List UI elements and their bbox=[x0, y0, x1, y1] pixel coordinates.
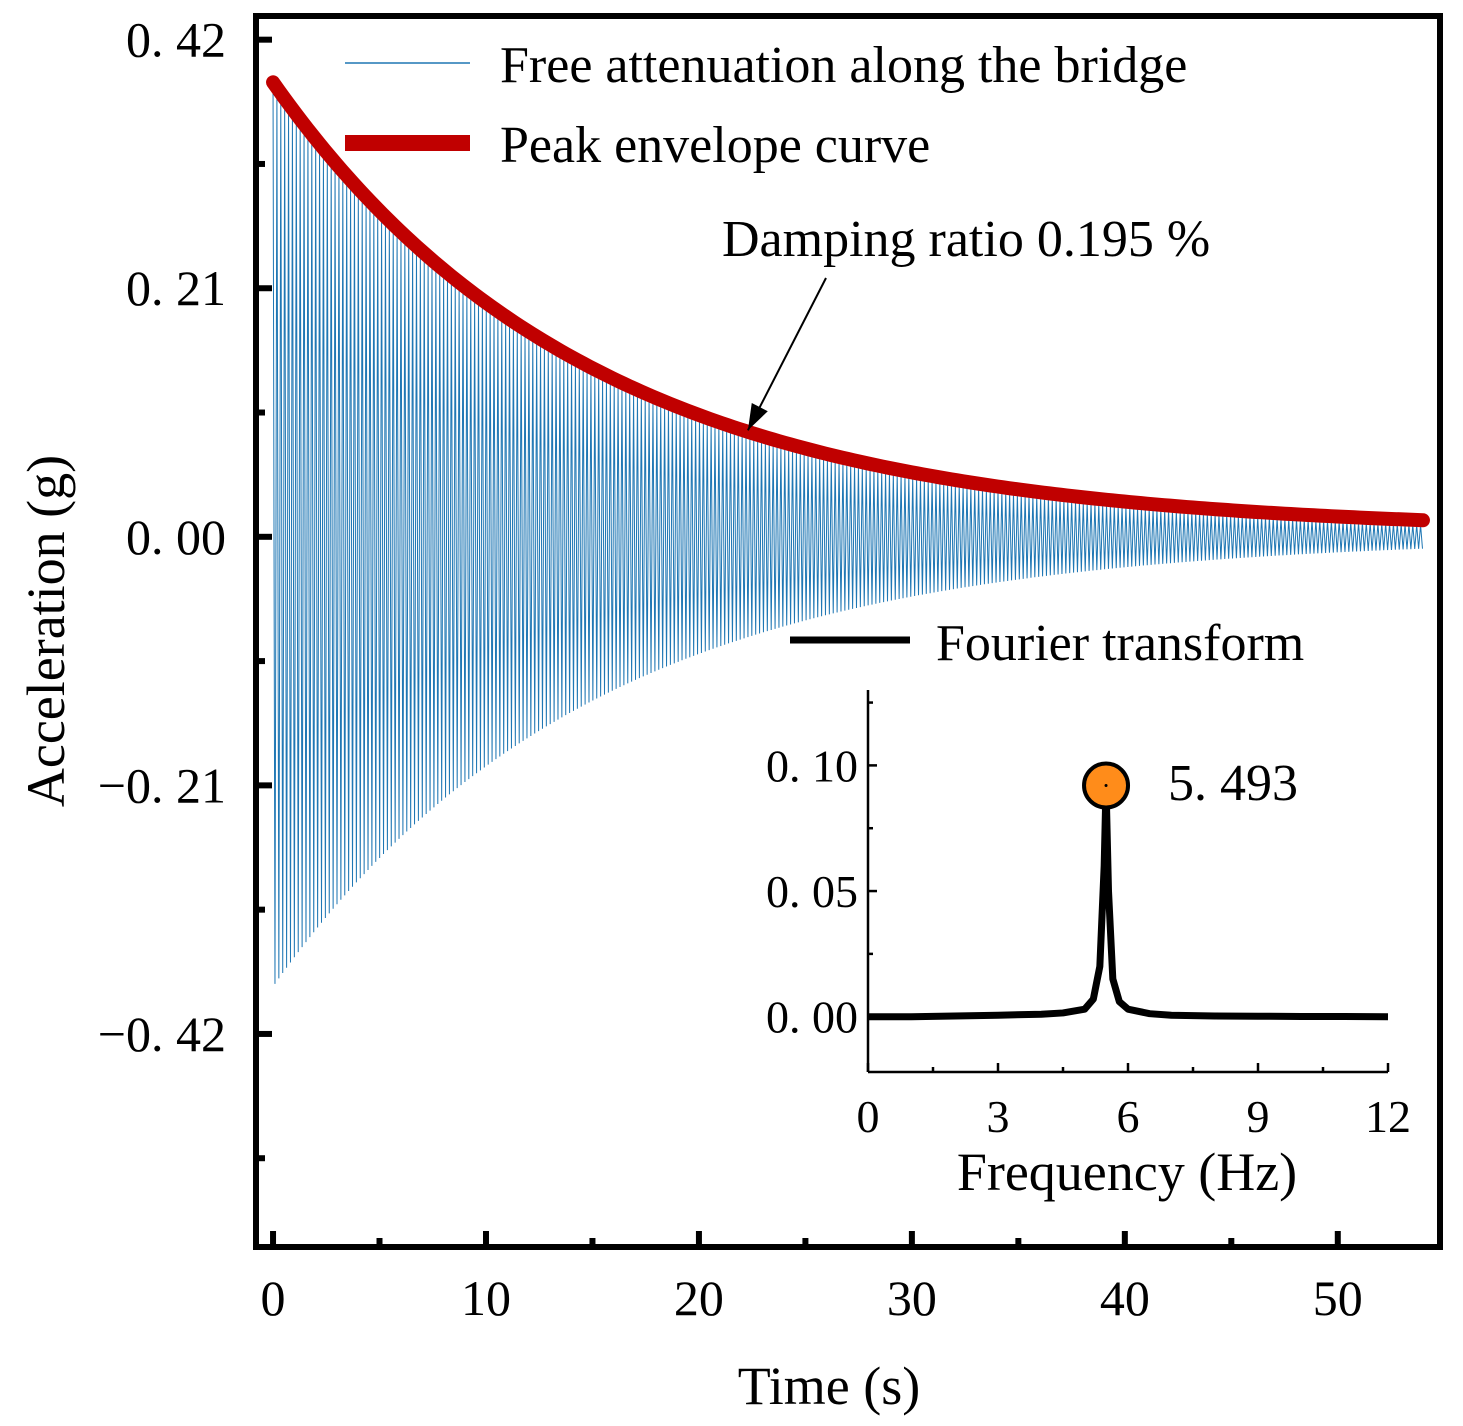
x-tick-label: 30 bbox=[887, 1270, 937, 1326]
y-tick-label: 0. 00 bbox=[126, 509, 226, 565]
envelope-point bbox=[485, 304, 487, 306]
inset-y-tick-label: 0. 00 bbox=[766, 992, 858, 1043]
envelope-point bbox=[272, 79, 274, 81]
inset-y-tick-label: 0. 10 bbox=[766, 740, 858, 791]
inset-x-axis-title: Frequency (Hz) bbox=[957, 1142, 1297, 1202]
legend-label-peak-envelope: Peak envelope curve bbox=[500, 117, 930, 174]
damping-annotation: Damping ratio 0.195 % bbox=[722, 211, 1210, 431]
inset-x-tick-label: 6 bbox=[1117, 1091, 1140, 1142]
inset-x-tick-label: 9 bbox=[1247, 1091, 1270, 1142]
y-tick-label: 0. 42 bbox=[126, 12, 226, 68]
inset-peak-marker-group bbox=[1082, 761, 1131, 810]
legend-label-free-attenuation: Free attenuation along the bridge bbox=[500, 37, 1187, 94]
y-tick-label: −0. 42 bbox=[98, 1006, 226, 1062]
x-tick-label: 10 bbox=[461, 1270, 511, 1326]
damping-annotation-arrow-head bbox=[747, 403, 768, 431]
fourier-transform-line bbox=[868, 782, 1389, 1021]
envelope-point bbox=[911, 473, 913, 475]
x-tick-label: 20 bbox=[674, 1270, 724, 1326]
x-tick-label: 0 bbox=[261, 1270, 286, 1326]
inset-axes: 0 3 6 9 12 0. 00 0. 05 0. 10 bbox=[766, 690, 1411, 1142]
main-legend: Free attenuation along the bridge Peak e… bbox=[345, 37, 1187, 174]
main-x-axis-title: Time (s) bbox=[738, 1356, 921, 1416]
envelope-point bbox=[591, 370, 593, 372]
inset-fourier-series bbox=[868, 782, 1389, 1021]
y-tick-label: 0. 21 bbox=[126, 260, 226, 316]
main-y-axis-title: Acceleration (g) bbox=[16, 455, 76, 807]
envelope-point bbox=[1230, 510, 1232, 512]
damping-ratio-label: Damping ratio 0.195 % bbox=[722, 211, 1210, 268]
inset-y-tick-label: 0. 05 bbox=[766, 866, 858, 917]
x-tick-label: 40 bbox=[1100, 1270, 1150, 1326]
envelope-point bbox=[1422, 519, 1424, 521]
inset-peak-label: 5. 493 bbox=[1168, 755, 1298, 812]
main-axes: 0 10 20 30 40 500. 420. 210. 00−0. 21−0. 42 bbox=[98, 12, 1363, 1326]
peak-marker-center bbox=[1104, 784, 1108, 787]
envelope-point bbox=[804, 449, 806, 451]
main-oscillation-series bbox=[272, 87, 1423, 984]
free-attenuation-line bbox=[272, 87, 1423, 984]
y-tick-label: −0. 21 bbox=[98, 757, 226, 813]
envelope-point bbox=[698, 416, 700, 418]
main-plot-frame bbox=[253, 13, 1443, 1250]
envelope-point bbox=[1124, 501, 1126, 503]
damping-annotation-arrow-line bbox=[747, 277, 827, 431]
inset-x-tick-label: 12 bbox=[1365, 1091, 1411, 1142]
inset-x-tick-label: 3 bbox=[987, 1091, 1010, 1142]
envelope-point bbox=[1337, 516, 1339, 518]
legend-label-fourier: Fourier transform bbox=[936, 615, 1304, 672]
envelope-point bbox=[379, 210, 381, 212]
x-tick-label: 50 bbox=[1313, 1270, 1363, 1326]
main-envelope-series bbox=[266, 75, 1430, 528]
envelope-point bbox=[1017, 490, 1019, 492]
inset-x-tick-label: 0 bbox=[857, 1091, 880, 1142]
